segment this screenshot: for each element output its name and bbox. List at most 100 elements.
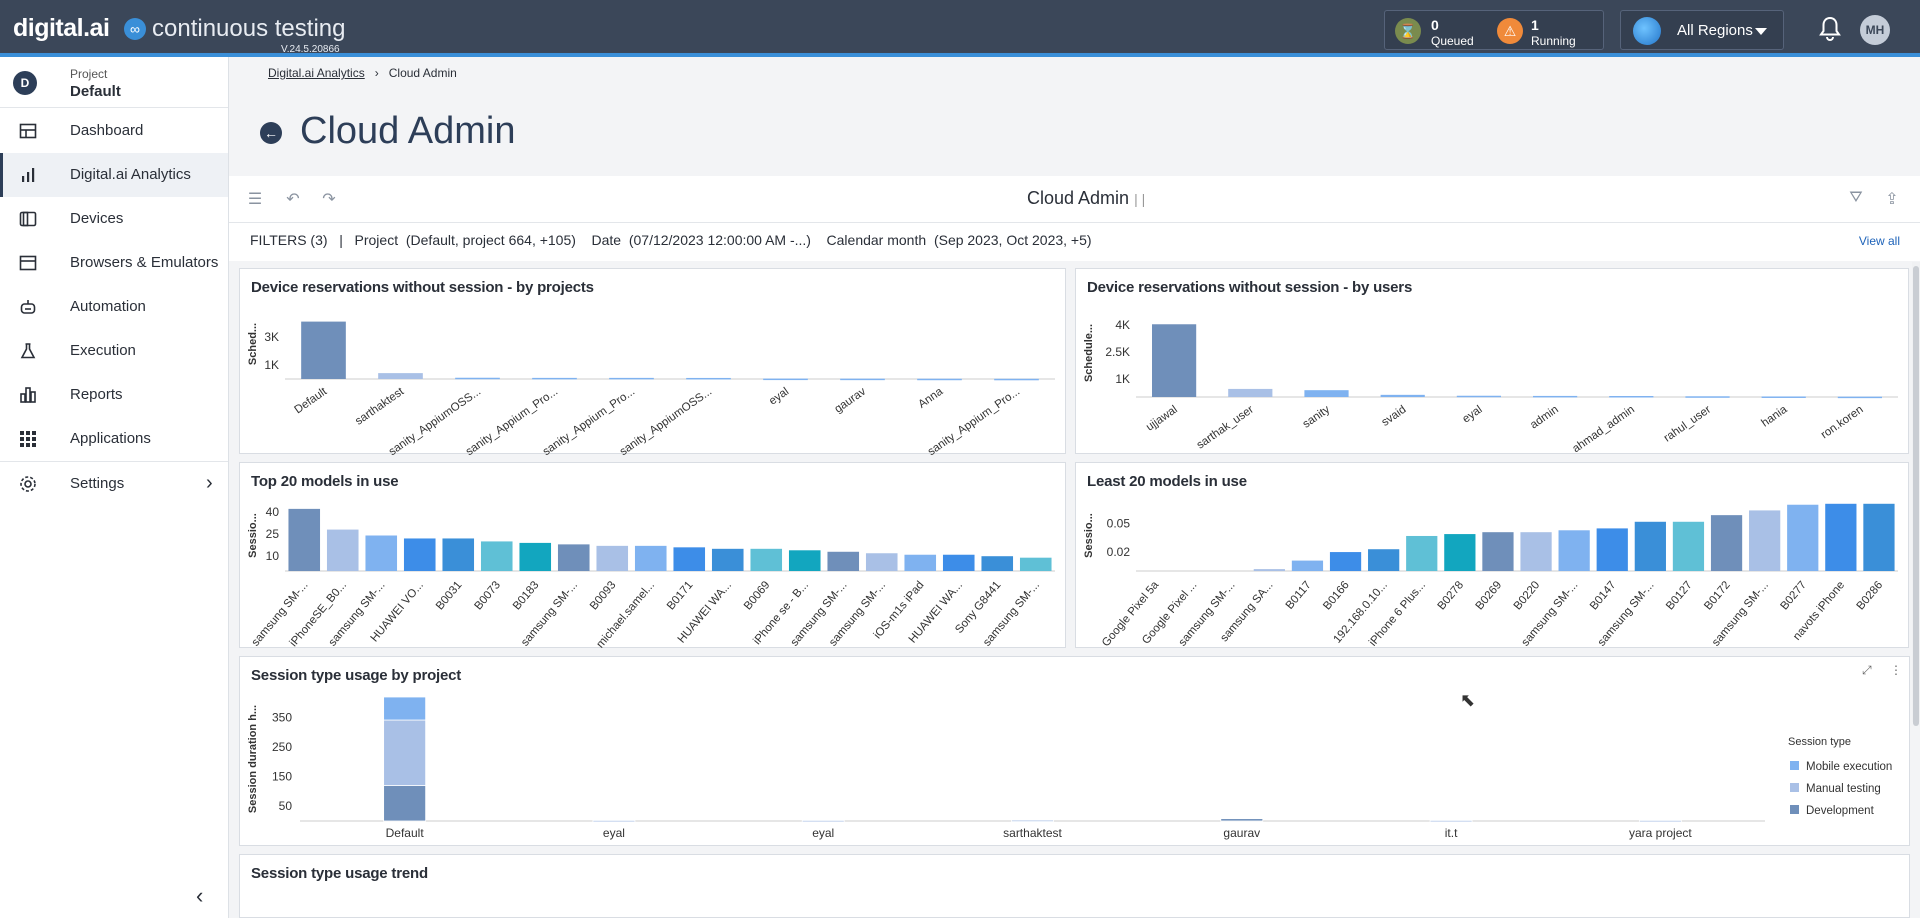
bell-icon[interactable] bbox=[1818, 16, 1842, 42]
sidebar-item-dashboard[interactable]: Dashboard bbox=[0, 109, 228, 153]
bar-segment bbox=[1638, 820, 1682, 823]
queue-status[interactable]: ⌛ 0 Queued ⚠ 1 Running bbox=[1384, 10, 1604, 50]
running-label: Running bbox=[1531, 34, 1576, 48]
y-tick-label: 4K bbox=[1115, 318, 1130, 332]
bar bbox=[1019, 557, 1052, 571]
scrollbar[interactable] bbox=[1912, 262, 1920, 726]
bar-segment bbox=[1011, 819, 1054, 823]
panel-session-type-by-project: Session type usage by project ⤢ ⋮ Sessio… bbox=[239, 656, 1910, 846]
more-options-icon[interactable]: ⋮ bbox=[1890, 663, 1902, 677]
x-tick-label: gaurav bbox=[833, 385, 869, 415]
bar bbox=[1520, 532, 1552, 571]
panel-least-20-models: Least 20 models in use Sessio... 0.02 0.05… bbox=[1075, 462, 1909, 649]
x-tick-label: hania bbox=[1759, 403, 1789, 429]
expand-icon[interactable]: ⤢ bbox=[1862, 663, 1872, 677]
breadcrumb-root-link[interactable]: Digital.ai Analytics bbox=[268, 66, 365, 80]
legend-title: Session type bbox=[1788, 736, 1851, 748]
bar bbox=[1761, 396, 1806, 398]
view-all-link[interactable]: View all bbox=[1858, 234, 1900, 248]
bar bbox=[1710, 515, 1743, 571]
filter-date[interactable]: Date (07/12/2023 12:00:00 AM -...) bbox=[591, 232, 810, 248]
page-title: Cloud Admin bbox=[300, 110, 516, 152]
sidebar-item-label: Dashboard bbox=[70, 122, 144, 139]
chevron-right-icon: › bbox=[206, 472, 213, 494]
panel-top-20-models: Top 20 models in use Sessio... 10 25 40 sams… bbox=[239, 462, 1066, 649]
filter-date-key: Date bbox=[591, 232, 622, 248]
scrollbar-thumb[interactable] bbox=[1913, 266, 1919, 726]
x-tick-label: B0172 bbox=[1702, 579, 1733, 612]
x-tick-label: B0171 bbox=[665, 579, 696, 612]
sidebar-item-reports[interactable]: Reports bbox=[0, 373, 228, 417]
sidebar-item-settings[interactable]: Settings › bbox=[0, 461, 228, 505]
x-tick-label: svaid bbox=[1380, 404, 1409, 429]
x-tick-label: sarthak_user bbox=[1195, 404, 1256, 452]
bar bbox=[750, 548, 783, 571]
filter-calendar[interactable]: Calendar month (Sep 2023, Oct 2023, +5) bbox=[827, 232, 1092, 248]
dashboard-title-suffix: | | bbox=[1134, 191, 1146, 207]
bar bbox=[1749, 510, 1781, 571]
filters-separator: | bbox=[339, 232, 343, 248]
bar bbox=[1406, 535, 1438, 571]
panel-title: Least 20 models in use bbox=[1087, 473, 1247, 490]
filters-count[interactable]: FILTERS (3) bbox=[250, 232, 328, 248]
chart-session-type-by-project: Session duration h... 50 150 250 350 Default e… bbox=[247, 696, 1892, 840]
redo-icon[interactable]: ↷ bbox=[322, 191, 336, 208]
infinity-icon: ∞ bbox=[124, 18, 146, 40]
sidebar-item-applications[interactable]: Applications bbox=[0, 417, 228, 461]
user-avatar[interactable]: MH bbox=[1860, 15, 1890, 45]
filter-icon[interactable]: ⛛ bbox=[1849, 189, 1863, 206]
undo-icon[interactable]: ↶ bbox=[286, 191, 300, 208]
sidebar-item-browsers[interactable]: Browsers & Emulators bbox=[0, 241, 228, 285]
dashboard-title-wrap: Cloud Admin | | bbox=[1027, 188, 1145, 209]
bar bbox=[1329, 552, 1362, 571]
x-tick-label: B0269 bbox=[1474, 579, 1505, 612]
panel-title: Device reservations without session - by… bbox=[1087, 279, 1413, 296]
bar bbox=[288, 508, 321, 571]
sidebar-item-automation[interactable]: Automation bbox=[0, 285, 228, 329]
bar bbox=[557, 544, 590, 571]
share-icon[interactable]: ⇪ bbox=[1885, 191, 1899, 208]
x-tick-label: gaurav bbox=[1223, 826, 1260, 840]
x-tick-label: eyal bbox=[603, 826, 625, 840]
project-value: Default bbox=[70, 83, 121, 100]
queued-label: Queued bbox=[1431, 34, 1474, 48]
filter-project[interactable]: Project (Default, project 664, +105) bbox=[355, 232, 576, 248]
project-label: Project bbox=[70, 67, 108, 81]
x-tick-label: B0117 bbox=[1284, 579, 1314, 612]
bar bbox=[763, 378, 808, 381]
y-axis-label: Sched... bbox=[247, 323, 259, 365]
back-arrow-icon[interactable]: ← bbox=[260, 122, 282, 144]
bar bbox=[1152, 324, 1197, 397]
bar bbox=[442, 538, 475, 571]
bar bbox=[942, 554, 975, 571]
sidebar-item-label: Devices bbox=[70, 210, 124, 227]
bar bbox=[1228, 388, 1273, 397]
sidebar-item-analytics[interactable]: Digital.ai Analytics bbox=[0, 153, 228, 197]
brand-logo[interactable]: digital.ai bbox=[13, 14, 110, 42]
y-tick-label: 150 bbox=[272, 770, 292, 784]
project-selector[interactable]: D Project Default bbox=[0, 57, 228, 108]
y-tick-label: 10 bbox=[266, 549, 280, 563]
bar bbox=[378, 373, 423, 379]
queued-count: 0 bbox=[1431, 17, 1439, 33]
bar-segment bbox=[383, 785, 427, 822]
region-select[interactable]: All Regions bbox=[1620, 10, 1784, 50]
panel-title: Session type usage by project bbox=[251, 667, 462, 684]
dashboard-toolbar: ☰ ↶ ↷ Cloud Admin | | ⛛ ⇪ bbox=[229, 176, 1920, 223]
collapse-sidebar-icon[interactable]: ‹ bbox=[196, 883, 204, 908]
bar bbox=[1685, 396, 1730, 398]
filter-project-key: Project bbox=[354, 232, 399, 248]
filter-project-val: (Default, project 664, +105) bbox=[405, 232, 576, 248]
sidebar-item-devices[interactable]: Devices bbox=[0, 197, 228, 241]
bar bbox=[1456, 395, 1501, 398]
bar bbox=[1672, 521, 1705, 571]
x-tick-label: ron.koren bbox=[1819, 404, 1866, 442]
list-icon[interactable]: ☰ bbox=[247, 191, 263, 208]
y-tick-label: 2.5K bbox=[1105, 345, 1130, 359]
sidebar-item-execution[interactable]: Execution bbox=[0, 329, 228, 373]
bar-segment bbox=[1220, 818, 1264, 822]
bar-segment bbox=[1429, 820, 1473, 823]
y-tick-label: 3K bbox=[264, 330, 279, 344]
y-tick-label: 350 bbox=[272, 711, 292, 725]
